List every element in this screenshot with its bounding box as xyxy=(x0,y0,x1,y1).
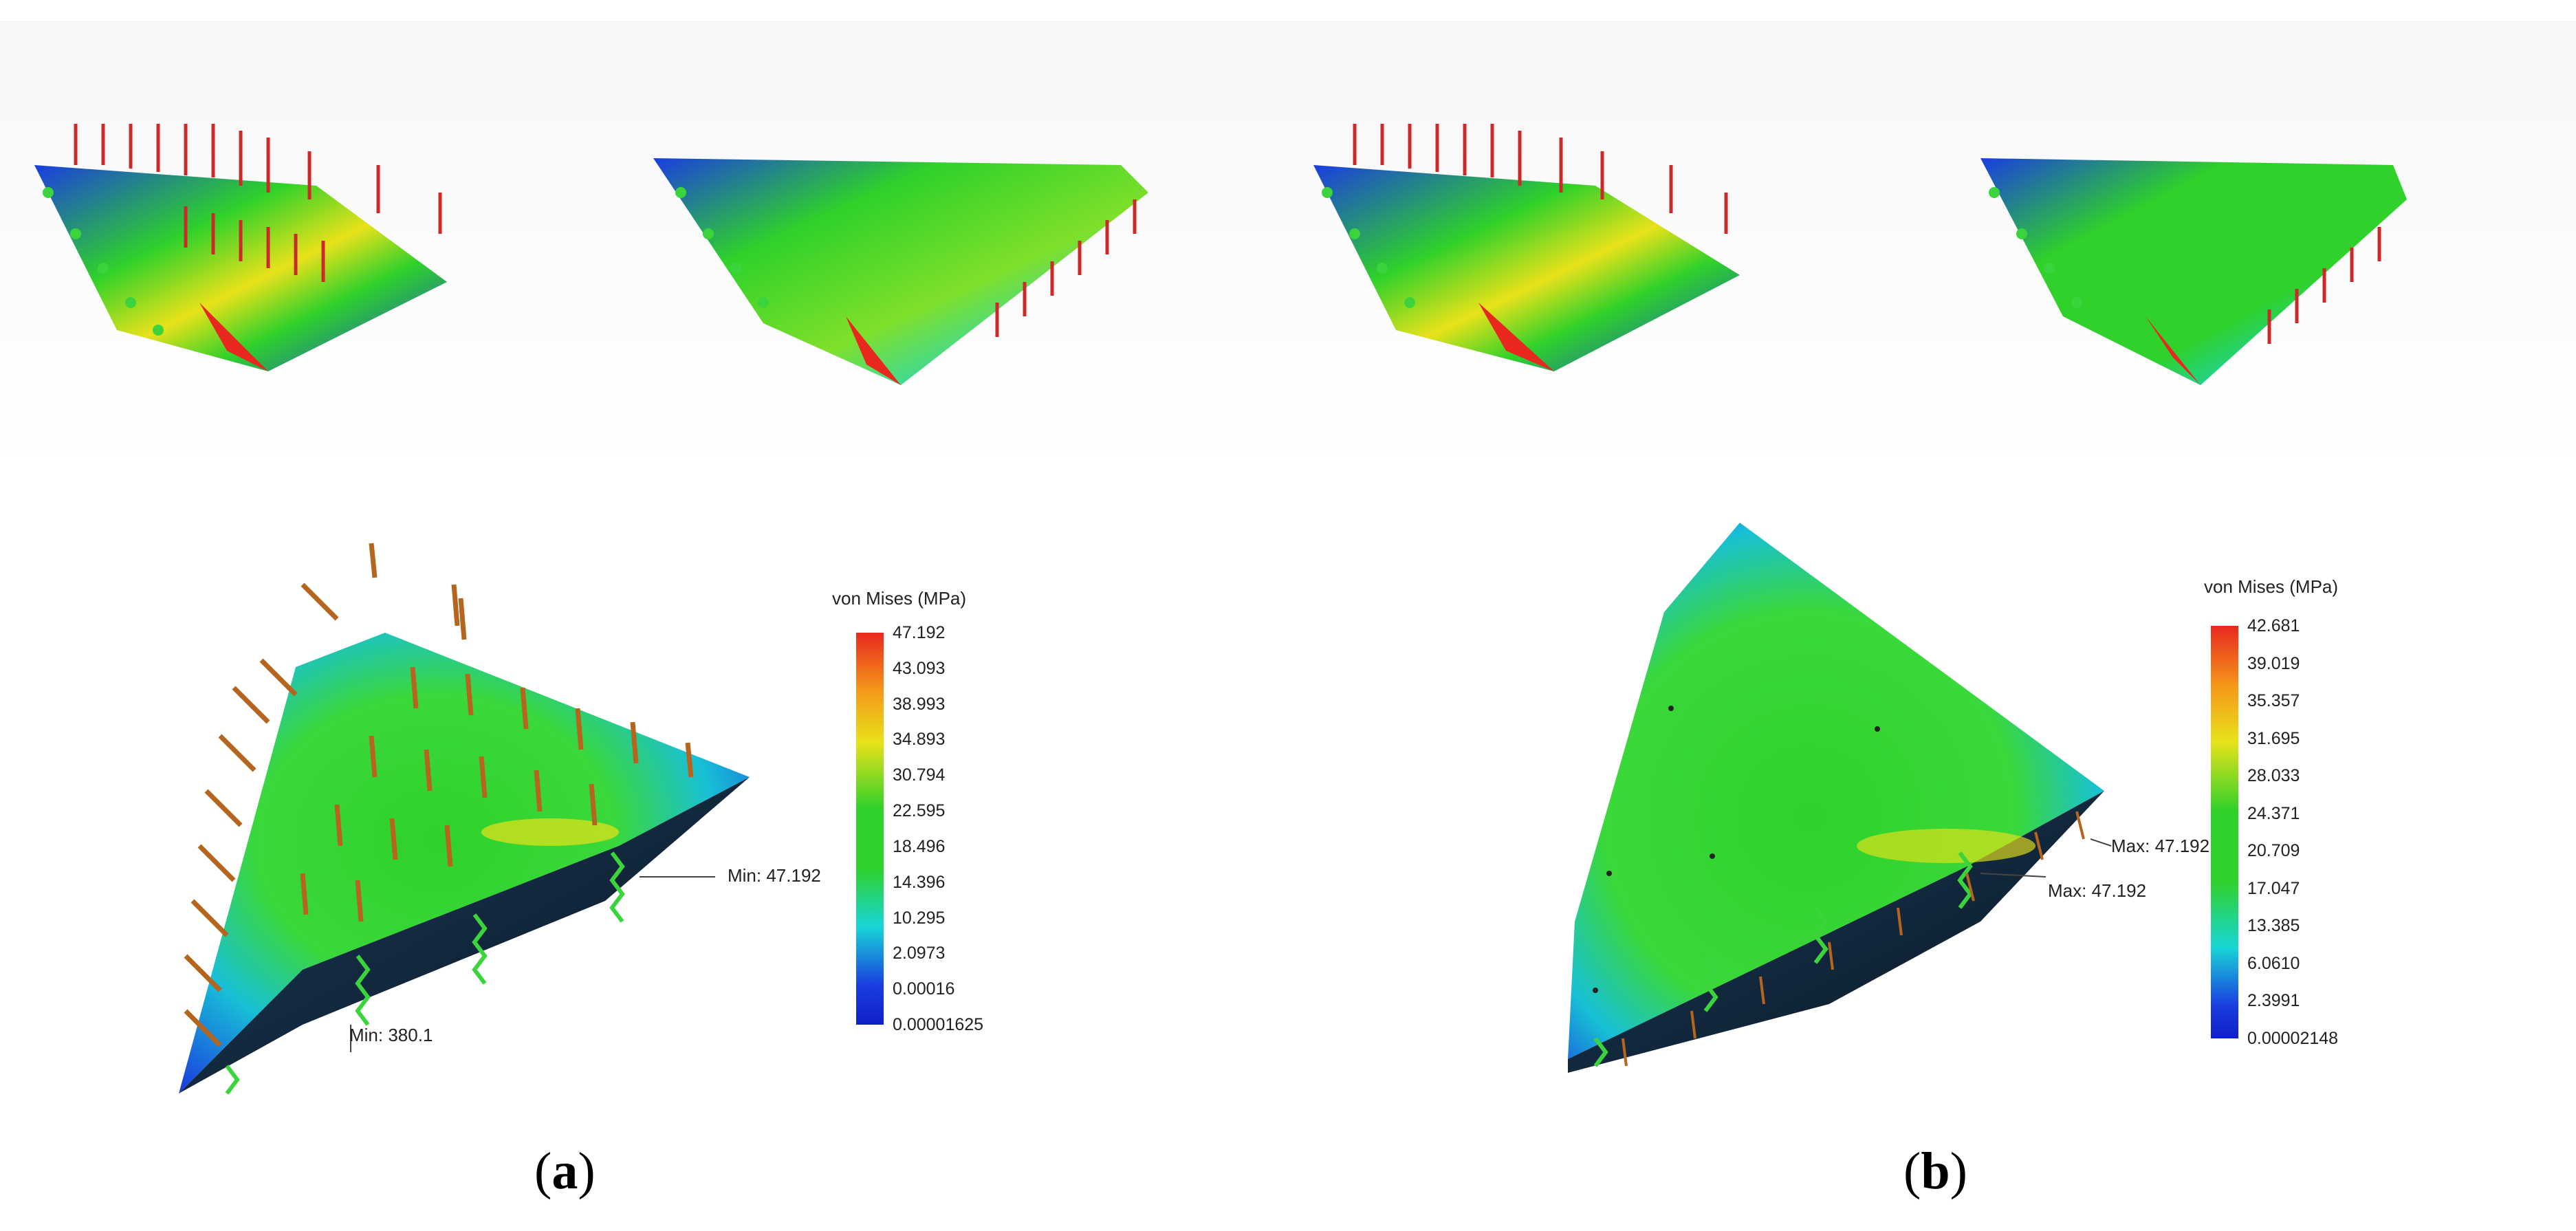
max-callout-upper: Max: 47.192 xyxy=(2111,836,2210,856)
min-callout-right: Min: 47.192 xyxy=(728,865,821,886)
legend-b-tick-8: 13.385 xyxy=(2247,916,2300,936)
simulation-thumbnail-4 xyxy=(1980,158,2407,385)
legend-a-tick-11: 0.00001625 xyxy=(893,1015,984,1034)
legend-b-tick-2: 35.357 xyxy=(2247,691,2300,711)
legend-a-tick-9: 2.0973 xyxy=(893,944,946,963)
legend-b-tick-7: 17.047 xyxy=(2247,878,2300,898)
simulation-thumbnail-3 xyxy=(1313,124,1740,371)
panel-b-letter: b xyxy=(1921,1142,1950,1200)
legend-a-tick-0: 47.192 xyxy=(893,623,946,642)
legend-a-tick-1: 43.093 xyxy=(893,658,946,678)
min-callout-bottom: Min: 380.1 xyxy=(349,1025,433,1045)
legend-a-tick-7: 14.396 xyxy=(893,872,946,892)
color-scale-bar-b xyxy=(2211,626,2238,1038)
legend-title-a: von Mises (MPa) xyxy=(832,588,967,609)
legend-a-tick-3: 34.893 xyxy=(893,730,946,750)
legend-a-tick-2: 38.993 xyxy=(893,694,946,714)
legend-b-tick-5: 24.371 xyxy=(2247,803,2300,823)
legend-b-tick-0: 42.681 xyxy=(2247,616,2300,635)
legend-a-tick-4: 30.794 xyxy=(893,765,946,785)
legend-a-tick-10: 0.00016 xyxy=(893,979,955,999)
legend-b-tick-4: 28.033 xyxy=(2247,766,2300,786)
legend-a-tick-8: 10.295 xyxy=(893,908,946,928)
legend-b-tick-9: 6.0610 xyxy=(2247,953,2300,973)
color-scale-bar-a xyxy=(856,633,884,1025)
legend-a-tick-5: 22.595 xyxy=(893,801,946,821)
thumbnail-strip xyxy=(0,0,2576,475)
panel-a-model xyxy=(179,543,750,1095)
legend-b-tick-1: 39.019 xyxy=(2247,653,2300,673)
panel-a-letter: a xyxy=(552,1142,578,1200)
max-callout-lower: Max: 47.192 xyxy=(2048,880,2147,901)
legend-b-tick-11: 0.00002148 xyxy=(2247,1029,2339,1048)
legend-a-tick-6: 18.496 xyxy=(893,836,946,856)
legend-b-tick-6: 20.709 xyxy=(2247,841,2300,861)
legend-b-tick-10: 2.3991 xyxy=(2247,991,2300,1011)
panel-b-model xyxy=(1568,523,2112,1073)
legend-title-b: von Mises (MPa) xyxy=(2204,576,2339,597)
panel-b-label: (b) xyxy=(1903,1142,1967,1200)
panel-a-label: (a) xyxy=(534,1142,596,1200)
simulation-thumbnail-2 xyxy=(653,158,1148,385)
legend-b-tick-3: 31.695 xyxy=(2247,728,2300,748)
simulation-thumbnail-1 xyxy=(34,124,447,371)
